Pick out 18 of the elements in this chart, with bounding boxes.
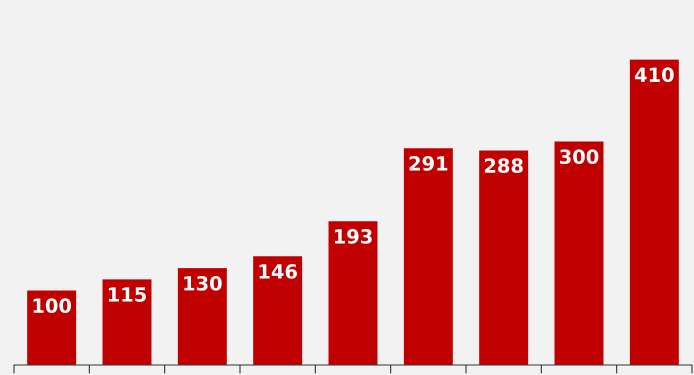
- data-label: 300: [560, 149, 598, 164]
- bar: [554, 142, 604, 365]
- bar: [253, 256, 302, 365]
- bar: [178, 268, 227, 365]
- bar: [328, 221, 378, 365]
- bar: [479, 150, 528, 365]
- bar: [404, 148, 453, 365]
- data-label: 288: [484, 158, 523, 173]
- data-label: 193: [334, 229, 372, 244]
- bar: [102, 279, 152, 365]
- bar: [27, 290, 76, 365]
- data-label: 146: [260, 264, 297, 279]
- bar: [630, 60, 679, 365]
- data-label: 130: [184, 276, 222, 291]
- data-label: 115: [108, 287, 146, 302]
- data-label: 410: [634, 67, 674, 82]
- data-label: 291: [410, 156, 448, 171]
- data-label: 100: [34, 298, 72, 314]
